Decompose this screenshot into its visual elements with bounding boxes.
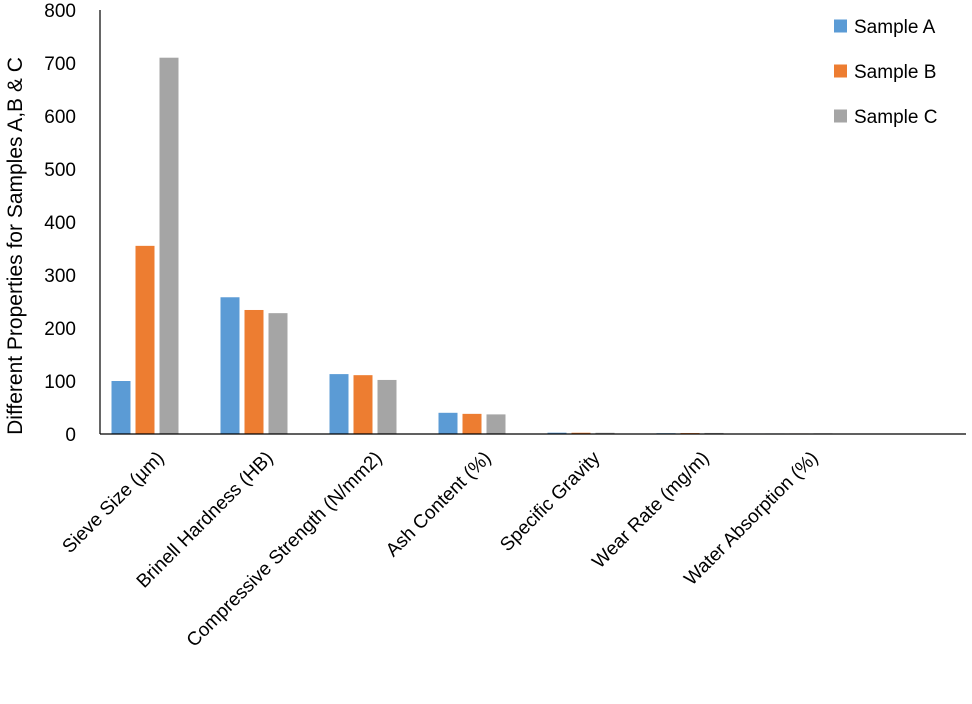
bar	[377, 379, 397, 434]
bar	[438, 412, 458, 434]
legend-label: Sample B	[854, 62, 936, 83]
bar	[111, 381, 131, 434]
y-axis-title: Different Properties for Samples A,B & C	[4, 57, 27, 435]
x-axis-category-labels: Sieve Size (µm)Brinell Hardness (HB)Comp…	[59, 447, 823, 651]
y-tick-label: 200	[44, 319, 76, 340]
y-tick-label: 800	[44, 1, 76, 22]
bar	[486, 414, 506, 434]
bar	[329, 374, 349, 434]
y-axis-ticks: 0 100 200 300 400 500 600 700 800	[44, 1, 76, 446]
bar	[135, 245, 155, 434]
bar	[547, 432, 567, 434]
bar	[353, 375, 373, 434]
x-category-label: Wear Rate (mg/m)	[588, 448, 713, 573]
legend: Sample A Sample B Sample C	[834, 17, 937, 128]
bar	[268, 313, 288, 434]
y-tick-label: 300	[44, 266, 76, 287]
bars	[111, 57, 833, 434]
x-category-label: Specific Gravity	[496, 447, 605, 556]
bar	[571, 432, 591, 434]
y-tick-label: 600	[44, 107, 76, 128]
bar	[462, 413, 482, 434]
y-tick-label: 100	[44, 372, 76, 393]
y-tick-label: 500	[44, 160, 76, 181]
legend-swatch	[834, 19, 847, 33]
x-category-label: Ash Content (%)	[382, 448, 495, 561]
legend-label: Sample A	[854, 17, 936, 38]
bar	[244, 309, 264, 434]
bar	[595, 432, 615, 434]
y-tick-label: 700	[44, 54, 76, 75]
legend-label: Sample C	[854, 107, 937, 128]
y-tick-label: 400	[44, 213, 76, 234]
x-category-label: Compressive Strength (N/mm2)	[183, 448, 387, 652]
x-category-label: Sieve Size (µm)	[59, 448, 169, 558]
y-tick-label: 0	[65, 425, 76, 446]
legend-swatch	[834, 64, 847, 78]
legend-swatch	[834, 109, 847, 123]
bar	[159, 57, 179, 434]
bar	[220, 297, 240, 434]
